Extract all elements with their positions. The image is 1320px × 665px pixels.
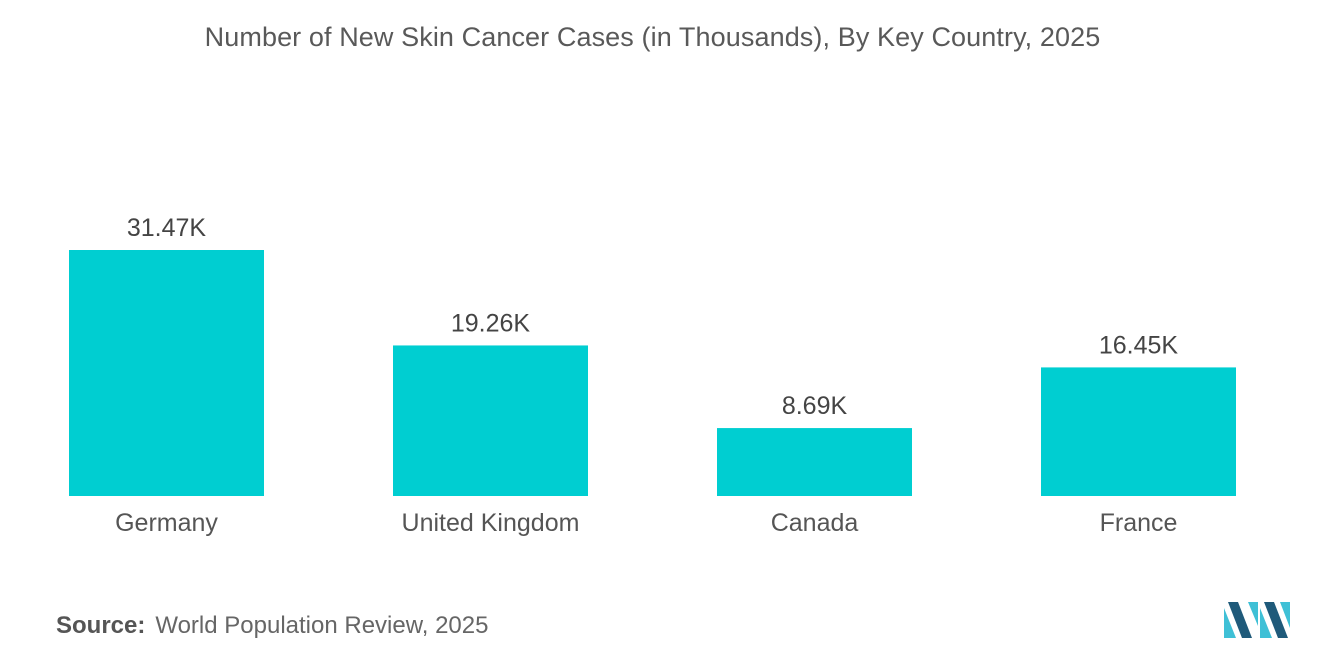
- bar-canada: [717, 428, 912, 496]
- chart-title: Number of New Skin Cancer Cases (in Thou…: [204, 22, 1101, 52]
- x-tick-label: Canada: [771, 509, 859, 537]
- data-label: 16.45K: [1099, 331, 1179, 359]
- data-label: 8.69K: [782, 392, 848, 420]
- source-text: World Population Review, 2025: [155, 612, 489, 639]
- source-note: Source: World Population Review, 2025: [56, 612, 488, 640]
- bar-chart: 31.47K Germany 19.26K United Kingdom 8.69K Ca…: [69, 214, 1236, 537]
- data-label: 19.26K: [451, 309, 531, 337]
- x-tick-label: Germany: [115, 509, 218, 537]
- bar-germany: [69, 250, 264, 496]
- x-tick-label: United Kingdom: [402, 509, 580, 537]
- mordor-logo-icon: [1224, 602, 1290, 638]
- data-label: 31.47K: [127, 214, 207, 242]
- x-tick-label: France: [1100, 509, 1178, 537]
- bar-united-kingdom: [393, 345, 588, 496]
- bar-france: [1041, 367, 1236, 496]
- source-label: Source:: [56, 612, 146, 639]
